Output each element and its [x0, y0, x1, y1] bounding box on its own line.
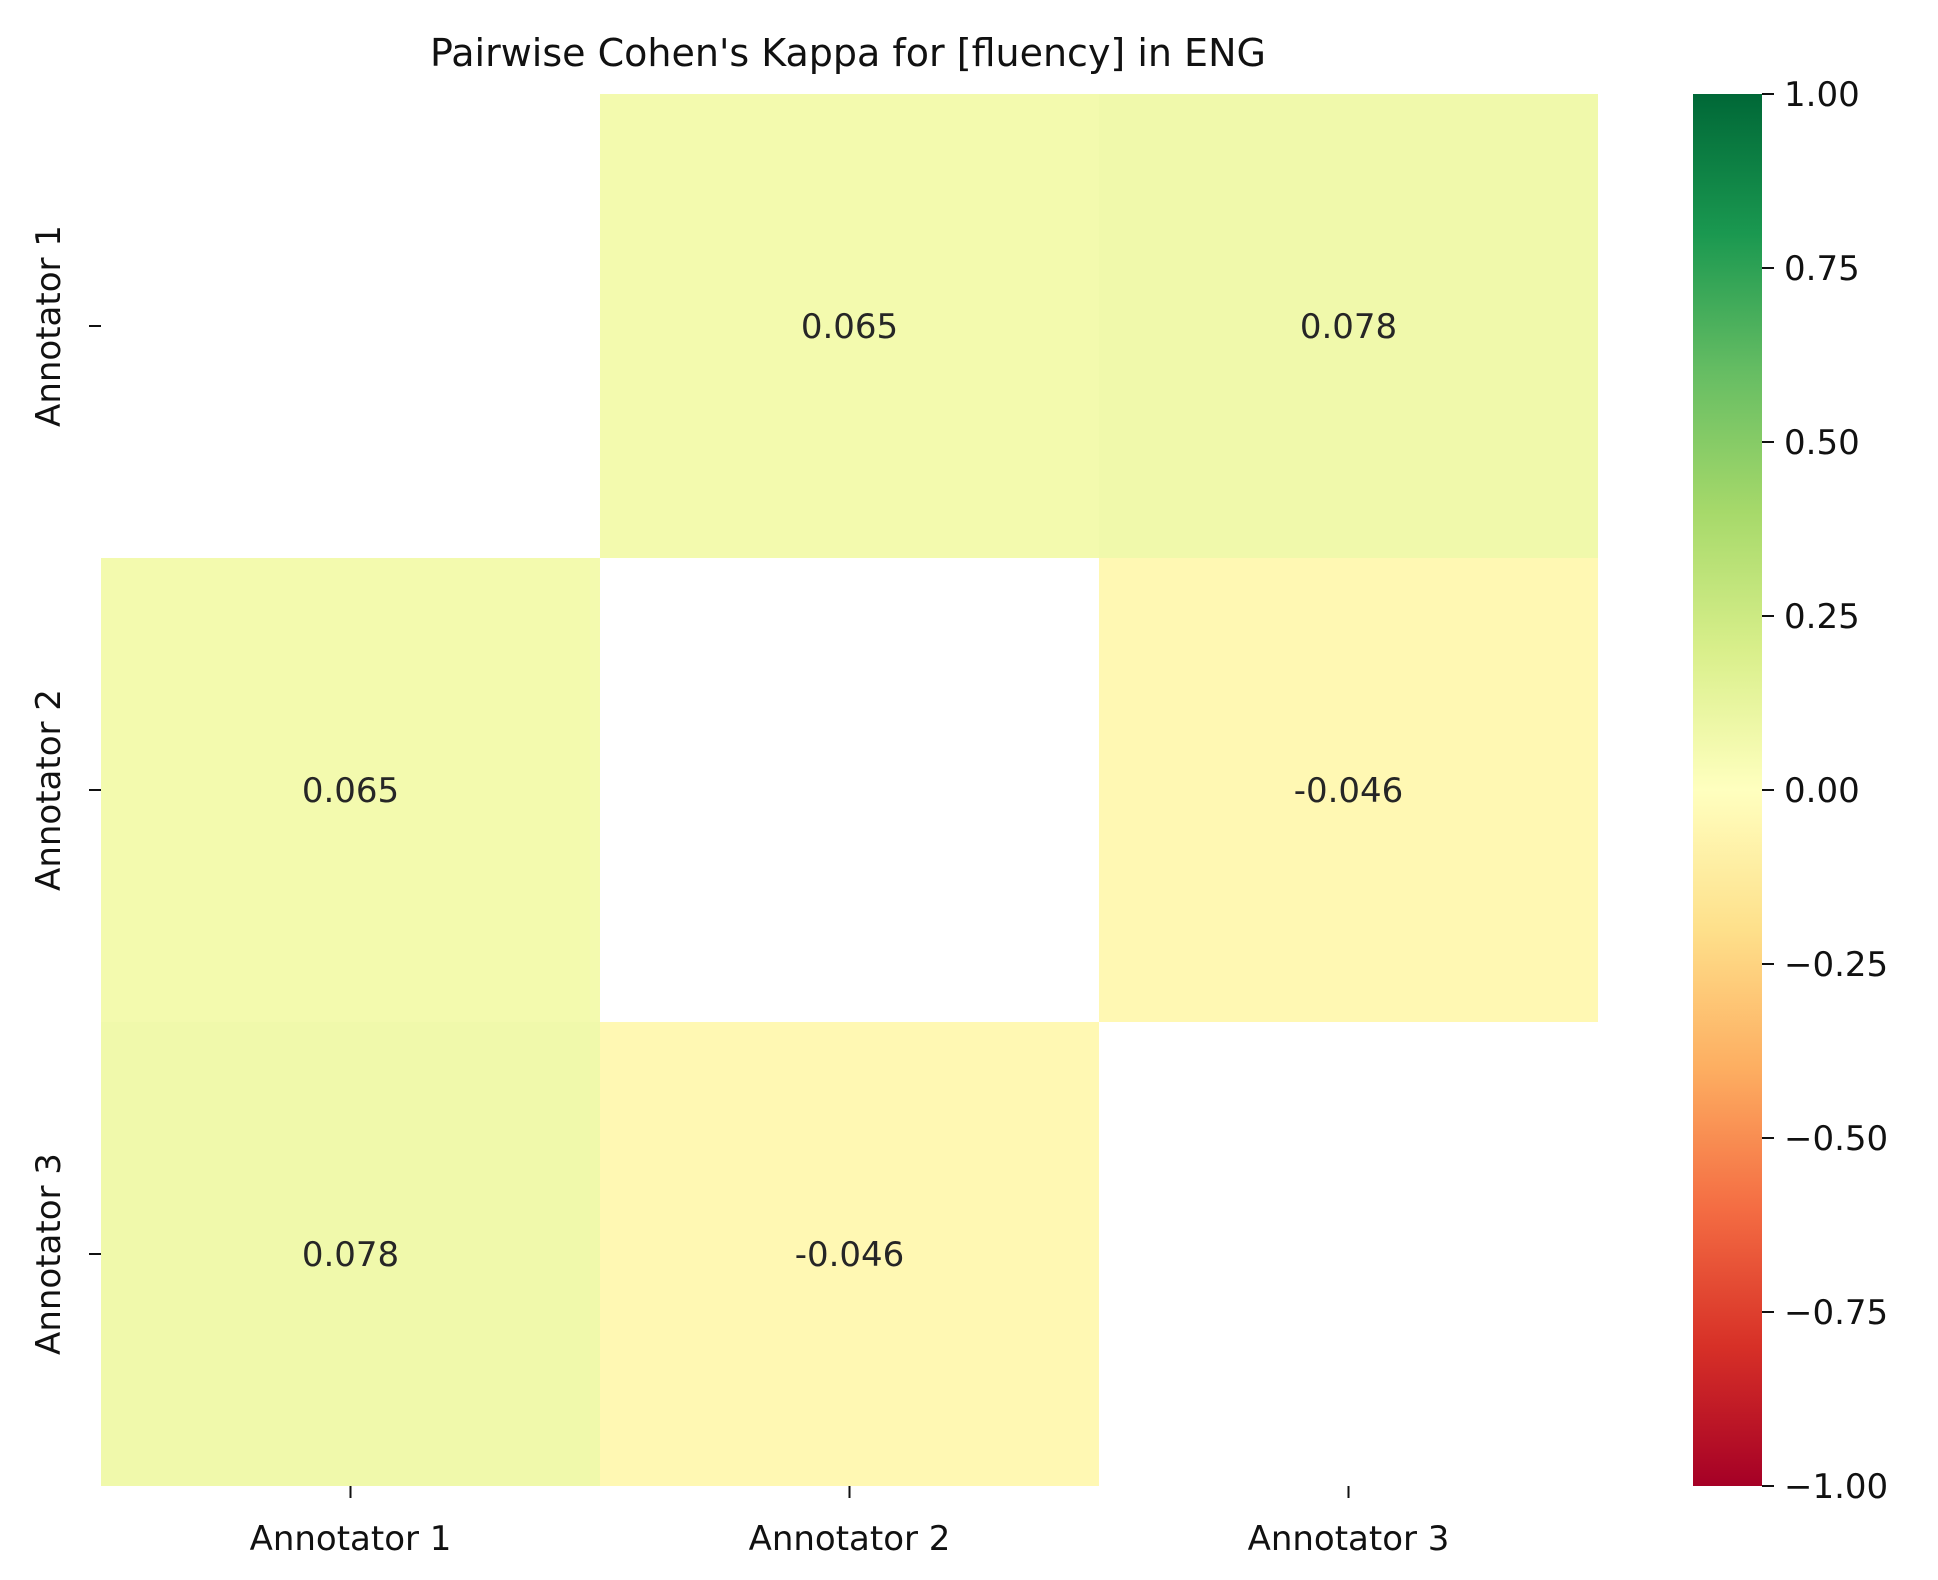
- colorbar-tick-label: 0.50: [1784, 423, 1860, 463]
- colorbar-tick-label: −1.00: [1784, 1467, 1888, 1507]
- heatmap-cells: [101, 94, 1598, 1486]
- x-tick-label: Annotator 1: [250, 1519, 452, 1559]
- heatmap-cell-r1-c2: [600, 94, 1099, 558]
- cell-label-r3-c1: 0.078: [302, 1235, 399, 1275]
- cell-label-r2-c1: 0.065: [302, 771, 399, 811]
- heatmap-cell-r1-c3: [1099, 94, 1598, 558]
- cell-label-r2-c3: -0.046: [1294, 771, 1404, 811]
- colorbar-gradient: [1693, 94, 1762, 1486]
- x-tick-label: Annotator 3: [1248, 1519, 1450, 1559]
- colorbar-tick-label: 0.75: [1784, 249, 1860, 289]
- colorbar-tick-label: 0.25: [1784, 597, 1860, 637]
- colorbar-tick-label: 1.00: [1784, 75, 1860, 115]
- chart-title: Pairwise Cohen's Kappa for [fluency] in …: [430, 31, 1266, 75]
- colorbar-tick-label: −0.25: [1784, 945, 1888, 985]
- cell-label-r3-c2: -0.046: [795, 1235, 905, 1275]
- y-tick-label: Annotator 2: [29, 689, 69, 891]
- heatmap-cell-r3-c1: [101, 1022, 600, 1486]
- y-tick-label: Annotator 3: [29, 1153, 69, 1355]
- x-tick-label: Annotator 2: [749, 1519, 951, 1559]
- y-tick-label: Annotator 1: [29, 225, 69, 427]
- cell-label-r1-c2: 0.065: [801, 307, 898, 347]
- colorbar-tick-label: 0.00: [1784, 771, 1860, 811]
- y-axis: Annotator 1 Annotator 2 Annotator 3: [29, 225, 101, 1355]
- colorbar-tick-label: −0.75: [1784, 1293, 1888, 1333]
- cell-label-r1-c3: 0.078: [1300, 307, 1397, 347]
- heatmap-cell-r3-c2: [600, 1022, 1099, 1486]
- colorbar-tick-label: −0.50: [1784, 1119, 1888, 1159]
- heatmap-cell-labels: 0.065 0.078 0.065 -0.046 0.078 -0.046: [302, 307, 1403, 1275]
- colorbar-ticks: 1.00 0.75 0.50 0.25 0.00 −0.25 −0.50 −0.75 −1.00: [1762, 75, 1888, 1507]
- heatmap-cell-r2-c1: [101, 558, 600, 1022]
- x-axis: Annotator 1 Annotator 2 Annotator 3: [250, 1486, 1450, 1559]
- colorbar: 1.00 0.75 0.50 0.25 0.00 −0.25 −0.50 −0.75 −1.00: [1693, 75, 1888, 1507]
- heatmap-cell-r2-c3: [1099, 558, 1598, 1022]
